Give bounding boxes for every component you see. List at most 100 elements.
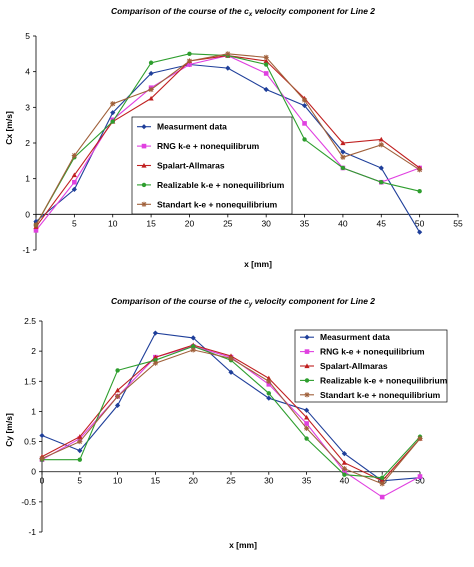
c1-xtick-label: 35	[300, 218, 310, 228]
chart-cy-legend: Measurment data RNG k-e + nonequilibrium S…	[294, 329, 448, 403]
c2-xtick-label: 50	[415, 476, 425, 486]
c1-data-point	[263, 58, 269, 64]
c2-ytick-label: 1	[31, 406, 36, 416]
c2-legend-marker	[304, 392, 310, 398]
c2-ytick-label: 2.5	[24, 316, 36, 326]
c1-data-point	[110, 110, 116, 116]
c2-ytick-label: -1	[28, 527, 36, 537]
c1-data-point	[301, 97, 308, 103]
c1-data-point	[379, 180, 384, 185]
c2-data-point	[304, 421, 309, 426]
c1-data-point	[187, 51, 192, 57]
chart-cx-series	[33, 51, 423, 235]
c2-data-point	[228, 355, 234, 361]
c2-data-point	[304, 436, 309, 441]
c1-legend-box	[131, 116, 293, 215]
c2-data-point	[379, 494, 385, 500]
chart-cy-ylabel: Cy [m/s]	[4, 413, 14, 447]
c1-legend-label: Measurment data	[157, 122, 227, 132]
chart-cx-legend: Measurment data RNG k-e + nonequilibrum Sp…	[131, 116, 293, 215]
c2-data-point	[304, 414, 310, 420]
c1-data-point	[417, 188, 422, 194]
c2-legend-label: Spalart-Allmaras	[320, 361, 388, 371]
c1-ytick-label: 3	[25, 102, 30, 112]
chart-cx: Comparison of the course of the cx veloc…	[4, 6, 463, 269]
c1-series-4	[33, 51, 423, 228]
chart-cx-ylabel: Cx [m/s]	[4, 111, 14, 145]
c2-xtick-label: 20	[188, 476, 198, 486]
c2-data-point	[304, 425, 310, 431]
c1-ytick-label: 0	[25, 209, 30, 219]
c1-data-point	[378, 136, 384, 142]
c1-ytick-label: 1	[25, 174, 30, 184]
c2-legend-marker	[304, 334, 310, 340]
c1-legend-label: RNG k-e + nonequilibrum	[157, 141, 260, 151]
c1-legend-marker	[141, 182, 147, 188]
c1-data-point	[71, 172, 77, 178]
c1-data-point	[301, 102, 308, 109]
c2-xtick-label: 0	[40, 476, 45, 486]
c2-data-point	[342, 469, 347, 475]
c1-legend-marker	[141, 124, 147, 130]
c2-data-point	[228, 369, 234, 375]
c1-data-point	[186, 58, 193, 64]
c2-ytick-label: 0.5	[24, 437, 36, 447]
c2-data-point	[266, 391, 271, 396]
chart-cy: Comparison of the course of the cy veloc…	[4, 296, 448, 550]
c2-data-point	[77, 448, 83, 454]
c2-data-point	[266, 382, 272, 387]
c1-xtick-label: 5	[72, 218, 77, 228]
c1-xtick-label: 50	[415, 218, 425, 228]
c2-legend-label: Realizable k-e + nonequilibrium	[320, 375, 448, 385]
c2-data-point	[77, 438, 83, 445]
c2-data-point	[342, 472, 347, 477]
chart-cy-xlabel: x [mm]	[229, 540, 257, 550]
c2-xtick-label: 35	[302, 476, 312, 486]
c1-data-point	[263, 86, 269, 93]
c1-data-point	[187, 62, 192, 67]
c2-legend-marker	[304, 363, 310, 369]
c1-data-point	[33, 222, 39, 228]
c2-data-point	[266, 395, 272, 401]
c1-data-point	[72, 179, 77, 185]
c2-data-point	[77, 457, 83, 462]
c1-xtick-label: 40	[338, 218, 348, 228]
c1-xtick-label: 25	[223, 218, 233, 228]
c1-data-point	[340, 165, 346, 171]
c1-data-point	[263, 62, 269, 67]
c1-series-0	[33, 61, 423, 235]
c2-ytick-label: 0	[31, 467, 36, 477]
chart-cx-title: Comparison of the course of the cx veloc…	[111, 6, 375, 18]
c1-data-point	[110, 119, 115, 124]
c1-data-point	[302, 121, 307, 126]
c1-data-point	[148, 86, 154, 93]
c2-ytick-label: 1.5	[24, 376, 36, 386]
c2-data-point	[379, 481, 385, 487]
c1-data-point	[33, 228, 39, 233]
c1-data-point	[378, 165, 384, 171]
chart-cx-xlabel: x [mm]	[244, 259, 272, 269]
c2-data-point	[153, 357, 158, 363]
c2-legend-marker	[304, 378, 310, 383]
c1-data-point	[225, 65, 231, 71]
c2-data-point	[304, 407, 310, 413]
c1-data-point	[417, 167, 423, 173]
c2-xtick-label: 10	[113, 476, 123, 486]
c1-data-point	[378, 142, 384, 148]
c2-series-4	[39, 347, 423, 487]
c2-data-point	[341, 451, 347, 457]
c2-data-point	[115, 387, 121, 393]
c1-data-point	[263, 71, 269, 76]
c2-data-point	[77, 434, 83, 439]
c1-ytick-label: -1	[22, 245, 30, 255]
c1-xtick-label: 55	[453, 218, 463, 228]
c1-xtick-label: 45	[377, 218, 387, 228]
c1-data-point	[71, 186, 77, 192]
c1-data-point	[148, 60, 154, 65]
c1-xtick-label: 10	[108, 218, 118, 228]
c2-xtick-label: 30	[264, 476, 274, 486]
c1-data-point	[71, 152, 77, 159]
c2-data-point	[152, 360, 158, 366]
c2-xtick-label: 25	[226, 476, 236, 486]
c2-xtick-label: 40	[340, 476, 350, 486]
